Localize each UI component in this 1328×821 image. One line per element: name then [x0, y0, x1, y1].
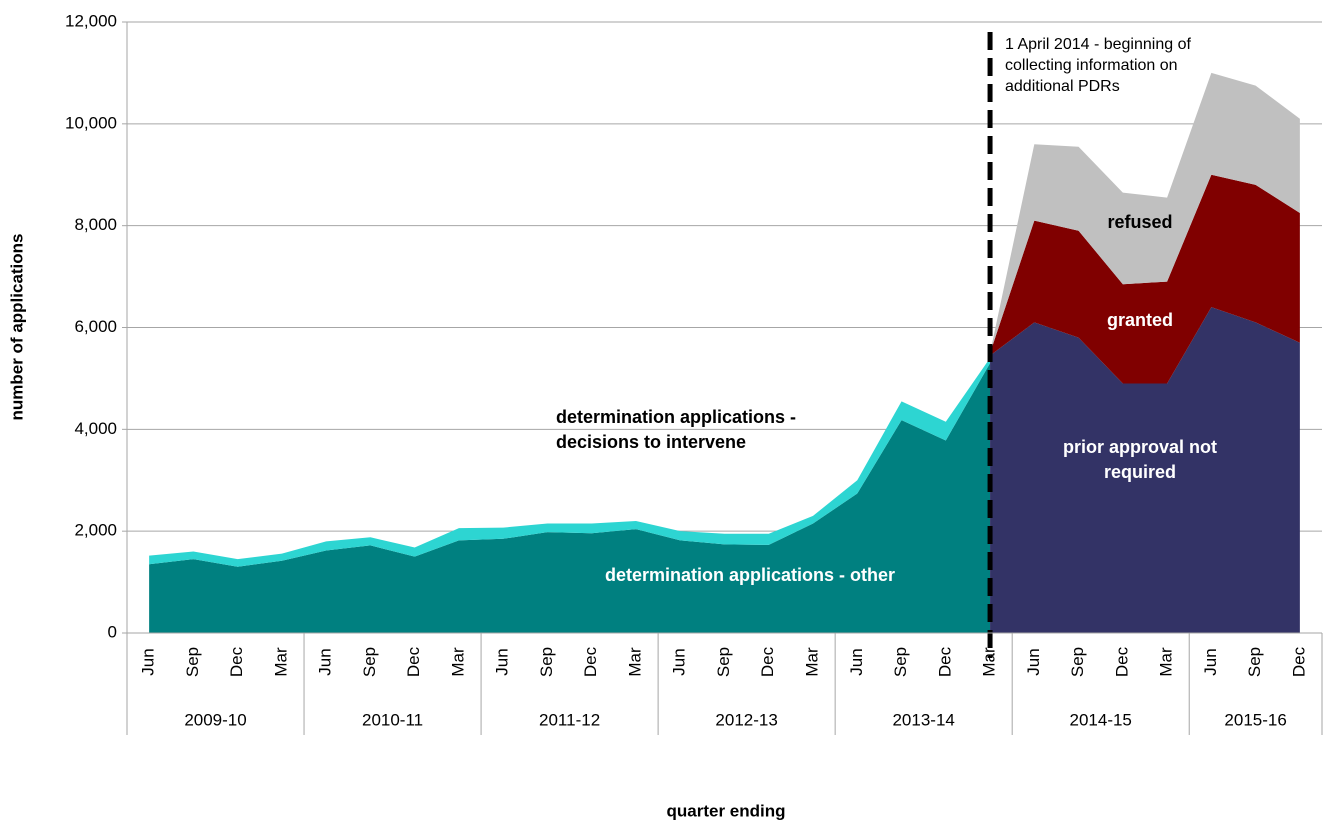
group-label: 2009-10	[184, 710, 246, 729]
x-tick-label: Jun	[670, 648, 689, 675]
x-tick-label: Jun	[139, 648, 158, 675]
series-label: determination applications - other	[604, 565, 896, 585]
x-tick-label: Jun	[316, 648, 335, 675]
area	[990, 174, 1300, 384]
x-tick-label: Jun	[1024, 648, 1043, 675]
x-tick-label: Dec	[758, 646, 777, 677]
x-tick-label: Jun	[493, 648, 512, 675]
x-tick-label: Sep	[183, 647, 202, 677]
y-axis-title: number of applications	[7, 233, 26, 420]
x-tick-label: Sep	[1068, 647, 1087, 677]
x-tick-label: Dec	[581, 646, 600, 677]
y-tick-label: 2,000	[74, 521, 117, 540]
x-tick-label: Dec	[404, 646, 423, 677]
x-tick-label: Sep	[360, 647, 379, 677]
area	[990, 72, 1300, 353]
x-axis-title: quarter ending	[666, 801, 785, 820]
x-tick-label: Sep	[537, 647, 556, 677]
area	[990, 307, 1300, 633]
x-tick-label: Sep	[714, 647, 733, 677]
x-tick-label: Mar	[980, 647, 999, 677]
x-tick-label: Mar	[625, 647, 644, 677]
x-tick-label: Mar	[448, 647, 467, 677]
x-tick-label: Mar	[1157, 647, 1176, 677]
x-tick-label: Dec	[227, 646, 246, 677]
x-tick-label: Dec	[1112, 646, 1131, 677]
group-label: 2015-16	[1224, 710, 1286, 729]
area	[149, 358, 991, 567]
series-label: granted	[1106, 310, 1173, 330]
x-tick-label: Jun	[847, 648, 866, 675]
series-label: refused	[1107, 212, 1173, 232]
group-label: 2011-12	[539, 710, 600, 729]
x-tick-label: Jun	[1201, 648, 1220, 675]
group-label: 2013-14	[892, 710, 954, 729]
annotation: 1 April 2014 - beginning of collecting i…	[1005, 36, 1191, 95]
x-tick-label: Mar	[271, 647, 290, 677]
group-label: 2012-13	[715, 710, 777, 729]
x-tick-label: Dec	[1289, 646, 1308, 677]
x-tick-label: Sep	[1245, 647, 1264, 677]
x-tick-label: Dec	[935, 646, 954, 677]
y-tick-label: 12,000	[65, 11, 117, 30]
x-tick-label: Sep	[891, 647, 910, 677]
series-label: prior approval not required	[1062, 437, 1217, 482]
group-label: 2010-11	[362, 710, 423, 729]
area	[149, 363, 991, 633]
x-tick-label: Mar	[803, 647, 822, 677]
y-tick-label: 6,000	[74, 317, 117, 336]
y-tick-label: 8,000	[74, 215, 117, 234]
series-label: determination applications - decisions t…	[556, 407, 797, 452]
y-tick-label: 10,000	[65, 113, 117, 132]
y-tick-label: 4,000	[74, 419, 117, 438]
y-tick-label: 0	[108, 622, 117, 641]
group-label: 2014-15	[1070, 710, 1132, 729]
